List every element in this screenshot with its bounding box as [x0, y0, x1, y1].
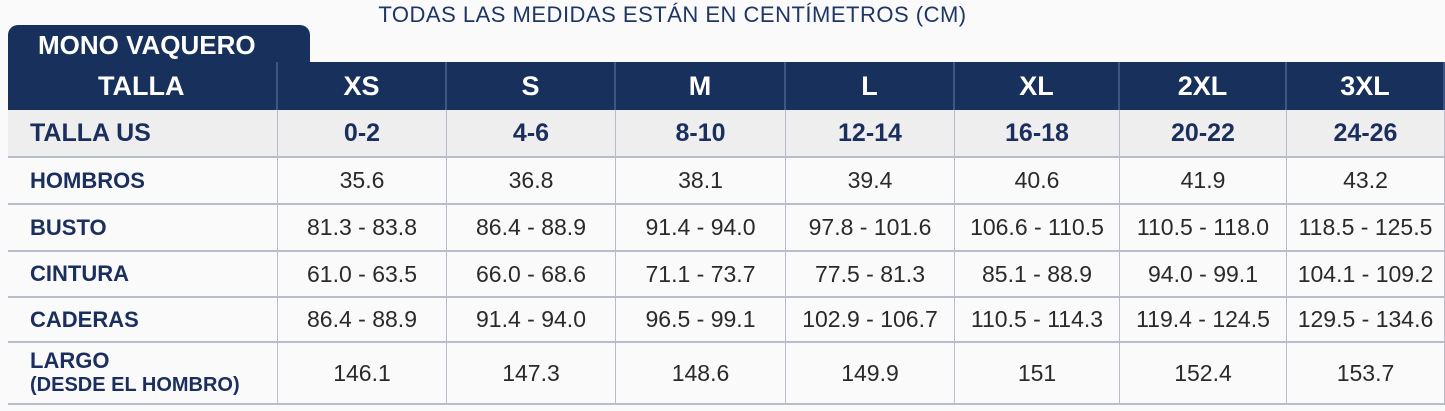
- product-tab: MONO VAQUERO: [8, 25, 310, 65]
- table-cell: 106.6 - 110.5: [955, 205, 1120, 252]
- table-cell: 110.5 - 118.0: [1120, 205, 1287, 252]
- row-label: HOMBROS: [8, 158, 278, 205]
- table-cell: 0-2: [278, 110, 447, 158]
- row-label-text: HOMBROS: [30, 167, 145, 193]
- table-cell: 40.6: [955, 158, 1120, 205]
- table-cell: 43.2: [1287, 158, 1445, 205]
- row-label-text: TALLA US: [30, 119, 151, 147]
- column-header: L: [786, 62, 955, 110]
- table-cell: 36.8: [447, 158, 616, 205]
- row-sublabel: (DESDE EL HOMBRO): [30, 374, 240, 396]
- column-header: XS: [278, 62, 447, 110]
- row-label: CINTURA: [8, 252, 278, 298]
- table-cell: 66.0 - 68.6: [447, 252, 616, 298]
- table-cell: 71.1 - 73.7: [616, 252, 786, 298]
- column-header: 2XL: [1120, 62, 1287, 110]
- table-cell: 12-14: [786, 110, 955, 158]
- table-cell: 20-22: [1120, 110, 1287, 158]
- table-cell: 96.5 - 99.1: [616, 298, 786, 343]
- table-cell: 86.4 - 88.9: [447, 205, 616, 252]
- table-cell: 119.4 - 124.5: [1120, 298, 1287, 343]
- row-label-text: CADERAS: [30, 306, 139, 332]
- column-header: XL: [955, 62, 1120, 110]
- column-header: TALLA: [8, 62, 278, 110]
- column-header: M: [616, 62, 786, 110]
- table-cell: 38.1: [616, 158, 786, 205]
- table-cell: 151: [955, 343, 1120, 405]
- table-cell: 24-26: [1287, 110, 1445, 158]
- row-label-text: LARGO: [30, 348, 110, 373]
- row-label: LARGO (DESDE EL HOMBRO): [8, 343, 278, 405]
- table-cell: 81.3 - 83.8: [278, 205, 447, 252]
- table-cell: 146.1: [278, 343, 447, 405]
- table-cell: 94.0 - 99.1: [1120, 252, 1287, 298]
- table-cell: 118.5 - 125.5: [1287, 205, 1445, 252]
- table-cell: 39.4: [786, 158, 955, 205]
- table-cell: 77.5 - 81.3: [786, 252, 955, 298]
- table-cell: 149.9: [786, 343, 955, 405]
- table-cell: 35.6: [278, 158, 447, 205]
- table-cell: 16-18: [955, 110, 1120, 158]
- table-cell: 8-10: [616, 110, 786, 158]
- table-cell: 148.6: [616, 343, 786, 405]
- table-cell: 104.1 - 109.2: [1287, 252, 1445, 298]
- table-cell: 91.4 - 94.0: [447, 298, 616, 343]
- table-cell: 41.9: [1120, 158, 1287, 205]
- table-cell: 110.5 - 114.3: [955, 298, 1120, 343]
- column-header: S: [447, 62, 616, 110]
- row-label: BUSTO: [8, 205, 278, 252]
- row-label: CADERAS: [8, 298, 278, 343]
- table-cell: 153.7: [1287, 343, 1445, 405]
- table-cell: 147.3: [447, 343, 616, 405]
- table-cell: 97.8 - 101.6: [786, 205, 955, 252]
- row-label-text: CINTURA: [30, 261, 129, 286]
- table-cell: 129.5 - 134.6: [1287, 298, 1445, 343]
- row-label: TALLA US: [8, 110, 278, 158]
- table-cell: 91.4 - 94.0: [616, 205, 786, 252]
- table-cell: 61.0 - 63.5: [278, 252, 447, 298]
- table-cell: 4-6: [447, 110, 616, 158]
- row-label-text: BUSTO: [30, 214, 107, 240]
- table-cell: 85.1 - 88.9: [955, 252, 1120, 298]
- column-header: 3XL: [1287, 62, 1445, 110]
- table-cell: 102.9 - 106.7: [786, 298, 955, 343]
- table-cell: 86.4 - 88.9: [278, 298, 447, 343]
- page-title: TODAS LAS MEDIDAS ESTÁN EN CENTÍMETROS (…: [378, 2, 967, 27]
- table-cell: 152.4: [1120, 343, 1287, 405]
